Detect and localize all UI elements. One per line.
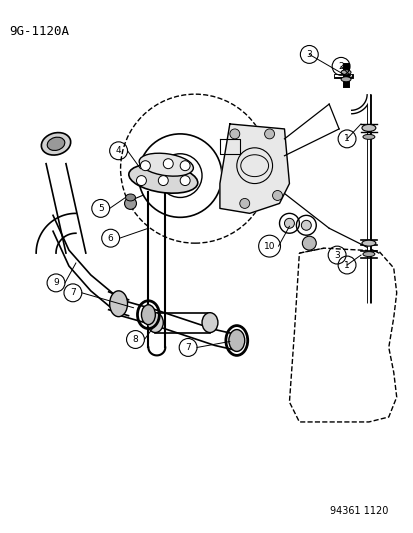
Circle shape bbox=[180, 175, 190, 185]
Text: 6: 6 bbox=[107, 233, 113, 243]
Ellipse shape bbox=[361, 240, 375, 246]
Ellipse shape bbox=[41, 133, 71, 155]
Text: 10: 10 bbox=[263, 241, 275, 251]
Text: 7: 7 bbox=[185, 343, 190, 352]
Text: 4: 4 bbox=[116, 146, 121, 155]
Ellipse shape bbox=[361, 125, 375, 132]
Circle shape bbox=[301, 236, 316, 250]
Ellipse shape bbox=[128, 164, 197, 193]
Ellipse shape bbox=[139, 153, 193, 176]
Text: 1: 1 bbox=[343, 261, 349, 270]
Polygon shape bbox=[219, 124, 289, 213]
Text: 3: 3 bbox=[333, 251, 339, 260]
Circle shape bbox=[272, 190, 282, 200]
Text: 9G-1120A: 9G-1120A bbox=[9, 25, 69, 38]
Text: 3: 3 bbox=[306, 50, 311, 59]
Circle shape bbox=[284, 219, 294, 228]
Circle shape bbox=[163, 159, 173, 168]
Circle shape bbox=[136, 175, 146, 185]
Ellipse shape bbox=[47, 137, 65, 150]
Text: 5: 5 bbox=[97, 204, 103, 213]
Text: 1: 1 bbox=[343, 134, 349, 143]
Text: 2: 2 bbox=[337, 62, 343, 71]
Ellipse shape bbox=[141, 305, 155, 325]
Ellipse shape bbox=[340, 70, 350, 75]
Ellipse shape bbox=[202, 313, 217, 333]
Circle shape bbox=[140, 161, 150, 171]
Circle shape bbox=[301, 220, 311, 230]
Text: 94361 1120: 94361 1120 bbox=[330, 506, 388, 516]
Ellipse shape bbox=[362, 252, 374, 256]
Text: 9: 9 bbox=[53, 278, 59, 287]
Text: 7: 7 bbox=[70, 288, 76, 297]
Circle shape bbox=[239, 198, 249, 208]
Circle shape bbox=[229, 129, 239, 139]
Ellipse shape bbox=[109, 291, 127, 317]
Ellipse shape bbox=[228, 329, 244, 351]
Ellipse shape bbox=[362, 134, 374, 139]
Ellipse shape bbox=[125, 194, 135, 201]
Ellipse shape bbox=[340, 77, 350, 82]
Circle shape bbox=[264, 129, 274, 139]
Circle shape bbox=[158, 175, 168, 185]
Text: 8: 8 bbox=[132, 335, 138, 344]
Circle shape bbox=[124, 197, 136, 209]
Circle shape bbox=[180, 161, 190, 171]
Ellipse shape bbox=[147, 313, 163, 333]
